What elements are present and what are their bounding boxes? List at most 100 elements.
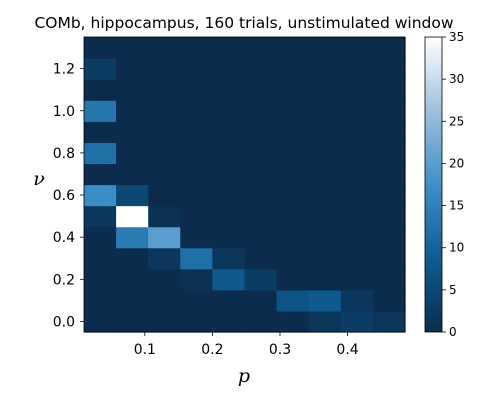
heatmap-cell	[180, 289, 213, 312]
heatmap-cell	[372, 163, 406, 186]
heatmap-cell	[276, 184, 310, 207]
heatmap-cell	[308, 58, 342, 80]
heatmap-cell	[308, 268, 342, 291]
heatmap-cell	[244, 79, 278, 101]
heatmap-cell	[180, 205, 213, 228]
heatmap-cell	[84, 310, 117, 333]
heatmap-cell	[340, 205, 374, 228]
heatmap-cell	[308, 226, 342, 249]
heatmap-cell	[308, 100, 342, 122]
heatmap-cell	[244, 310, 278, 333]
x-tick-label: 0.1	[134, 342, 156, 358]
heatmap-cells	[84, 37, 406, 333]
heatmap-cell	[340, 79, 374, 101]
heatmap-cell	[212, 184, 246, 207]
heatmap-cell	[244, 247, 278, 270]
y-axis: 0.0 0.2 0.4 0.6 0.8 1.0 1.2	[53, 62, 84, 330]
colorbar-tick-label: 30	[449, 72, 464, 86]
heatmap-cell	[84, 289, 117, 312]
heatmap-cell	[276, 121, 310, 143]
x-tick-label: 0.3	[269, 342, 291, 358]
heatmap-cell	[244, 142, 278, 165]
heatmap-cell	[116, 121, 149, 143]
heatmap-cell	[148, 121, 181, 143]
heatmap-cell	[148, 58, 181, 80]
heatmap-cell	[308, 142, 342, 165]
heatmap-cell	[212, 226, 246, 249]
heatmap-cell	[340, 226, 374, 249]
heatmap-cell	[148, 100, 181, 122]
chart-title: COMb, hippocampus, 160 trials, unstimula…	[34, 14, 453, 32]
heatmap-cell	[372, 310, 406, 333]
heatmap-cell	[244, 268, 278, 291]
heatmap-cell	[244, 184, 278, 207]
heatmap-cell	[372, 58, 406, 80]
heatmap-cell	[308, 121, 342, 143]
heatmap-cell	[212, 163, 246, 186]
heatmap-cell	[180, 37, 213, 59]
heatmap-cell	[340, 289, 374, 312]
heatmap-cell	[148, 37, 181, 59]
heatmap-cell	[212, 205, 246, 228]
heatmap-cell	[308, 289, 342, 312]
y-tick-label: 0.6	[53, 188, 75, 204]
heatmap-cell	[244, 226, 278, 249]
colorbar-tick-label: 15	[449, 199, 464, 213]
heatmap-cell	[148, 289, 181, 312]
heatmap-cell	[372, 226, 406, 249]
heatmap-cell	[84, 226, 117, 249]
heatmap-cell	[340, 163, 374, 186]
heatmap-cell	[116, 79, 149, 101]
heatmap-cell	[116, 142, 149, 165]
heatmap-cell	[372, 79, 406, 101]
heatmap-cell	[244, 100, 278, 122]
heatmap-cell	[180, 142, 213, 165]
heatmap-cell	[276, 37, 310, 59]
heatmap-cell	[372, 205, 406, 228]
heatmap-cell	[148, 163, 181, 186]
heatmap-cell	[340, 142, 374, 165]
heatmap-cell	[180, 226, 213, 249]
heatmap-cell	[116, 268, 149, 291]
heatmap-cell	[148, 205, 181, 228]
heatmap-cell	[308, 79, 342, 101]
heatmap-cell	[116, 247, 149, 270]
heatmap-cell	[84, 205, 117, 228]
x-tick-label: 0.4	[336, 342, 358, 358]
heatmap-cell	[340, 310, 374, 333]
heatmap-cell	[276, 226, 310, 249]
heatmap-cell	[372, 184, 406, 207]
y-tick-label: 0.2	[53, 272, 75, 288]
heatmap-cell	[340, 58, 374, 80]
heatmap-cell	[276, 268, 310, 291]
heatmap-cell	[84, 184, 117, 207]
heatmap-cell	[244, 163, 278, 186]
heatmap-cell	[340, 268, 374, 291]
heatmap-cell	[244, 289, 278, 312]
y-axis-label: ν	[33, 168, 45, 190]
colorbar-tick-label: 20	[449, 156, 464, 170]
heatmap-cell	[180, 58, 213, 80]
heatmap-cell	[116, 100, 149, 122]
colorbar-tick-label: 0	[449, 325, 457, 339]
heatmap-cell	[276, 58, 310, 80]
heatmap-cell	[244, 121, 278, 143]
heatmap-cell	[84, 142, 117, 165]
heatmap-cell	[84, 100, 117, 122]
heatmap-cell	[276, 142, 310, 165]
x-tick-label: 0.2	[201, 342, 223, 358]
heatmap-cell	[180, 184, 213, 207]
heatmap-cell	[84, 37, 117, 59]
heatmap-cell	[84, 163, 117, 186]
heatmap-cell	[84, 58, 117, 80]
heatmap-cell	[340, 247, 374, 270]
heatmap-cell	[308, 163, 342, 186]
heatmap-cell	[308, 205, 342, 228]
heatmap-cell	[276, 100, 310, 122]
heatmap-cell	[148, 184, 181, 207]
heatmap-cell	[276, 247, 310, 270]
heatmap-cell	[180, 247, 213, 270]
heatmap-cell	[116, 226, 149, 249]
heatmap-cell	[308, 247, 342, 270]
